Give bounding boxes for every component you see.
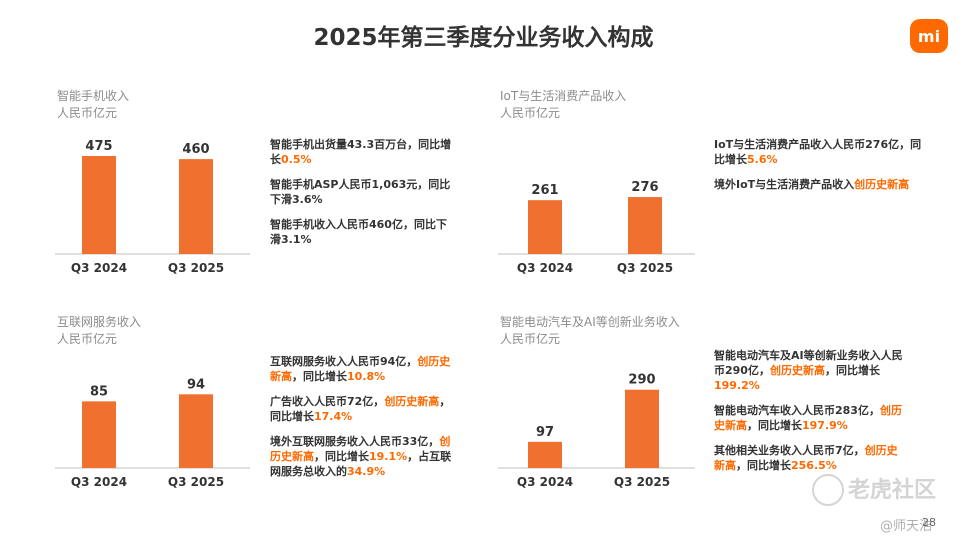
note-highlight: 创历史新高 <box>714 444 898 472</box>
note-text: ，同比增长 <box>270 395 451 423</box>
data-label: 460 <box>182 142 209 157</box>
note-item: 智能手机收入人民币460亿，同比下滑3.1% <box>270 217 455 247</box>
note-highlight: 创历史新高 <box>270 355 451 383</box>
note-item: 互联网服务收入人民币94亿，创历史新高，同比增长10.8% <box>270 354 455 384</box>
watermark-icon <box>812 474 844 506</box>
note-highlight: 创历史新高 <box>714 404 902 432</box>
note-text: ，同比增长 <box>747 419 802 432</box>
note-item: 其他相关业务收入人民币7亿，创历史新高，同比增长256.5% <box>714 443 904 473</box>
category-label: Q3 2024 <box>71 475 127 489</box>
bar <box>82 156 116 254</box>
data-label: 475 <box>85 139 112 154</box>
notes-iot: IoT与生活消费产品收入人民币276亿，同比增长5.6% 境外IoT与生活消费产品… <box>714 137 924 202</box>
category-label: Q3 2024 <box>71 261 127 275</box>
note-highlight: 197.9% <box>802 419 848 432</box>
data-label: 290 <box>628 373 655 388</box>
note-highlight: 256.5% <box>791 459 837 472</box>
panel-title-iot: IoT与生活消费产品收入 人民币亿元 <box>500 88 626 122</box>
panel-title-internet: 互联网服务收入 人民币亿元 <box>57 314 141 348</box>
note-item: 广告收入人民币72亿，创历史新高，同比增长17.4% <box>270 394 455 424</box>
page-title: 2025年第三季度分业务收入构成 <box>313 25 654 51</box>
note-highlight: 199.2% <box>714 379 760 392</box>
note-highlight: 5.6% <box>747 153 778 166</box>
data-label: 85 <box>90 384 108 399</box>
note-highlight: 创历史新高 <box>769 364 825 377</box>
panel-unit: 人民币亿元 <box>500 106 561 120</box>
note-highlight: 17.4% <box>314 410 353 423</box>
note-highlight: 10.8% <box>347 370 386 383</box>
watermark-text: 老虎社区 <box>848 478 937 503</box>
category-label: Q3 2025 <box>168 261 224 275</box>
bar <box>179 394 213 468</box>
note-highlight: 创历史新高 <box>384 395 440 408</box>
note-text: 境外IoT与生活消费产品收入 <box>714 178 855 191</box>
note-text: ，同比增长 <box>314 450 369 463</box>
category-label: Q3 2024 <box>517 261 573 275</box>
note-highlight: 创历史新高 <box>854 178 910 191</box>
note-item: 智能手机出货量43.3百万台，同比增长0.5% <box>270 137 455 167</box>
panel-title-line: IoT与生活消费产品收入 <box>500 89 627 103</box>
bar <box>625 389 659 468</box>
note-text: 智能手机收入人民币460亿，同比下滑3.1% <box>270 218 447 246</box>
data-label: 97 <box>536 425 554 440</box>
panel-title-line: 互联网服务收入 <box>57 315 142 329</box>
notes-internet: 互联网服务收入人民币94亿，创历史新高，同比增长10.8% 广告收入人民币72亿，… <box>270 354 455 489</box>
note-highlight: 0.5% <box>281 153 312 166</box>
note-item: 智能电动汽车及AI等创新业务收入人民币290亿，创历史新高，同比增长 199.2% <box>714 348 904 393</box>
page-number: 28 <box>922 516 936 529</box>
note-text: 其他相关业务收入人民币7亿， <box>714 444 865 457</box>
note-item: 智能电动汽车收入人民币283亿，创历史新高，同比增长197.9% <box>714 403 904 433</box>
data-label: 276 <box>631 180 658 195</box>
note-highlight: 19.1% <box>369 450 408 463</box>
bar <box>82 401 116 468</box>
category-label: Q3 2025 <box>617 261 673 275</box>
bar <box>528 200 562 254</box>
panel-unit: 人民币亿元 <box>57 106 118 120</box>
category-label: Q3 2024 <box>517 475 573 489</box>
note-text: 智能电动汽车及AI等创新业务收入人民币290亿， <box>714 349 903 377</box>
note-highlight: 创历史新高 <box>270 435 451 463</box>
note-text: ，同比增长 <box>292 370 347 383</box>
note-text: 境外互联网服务收入人民币33亿， <box>270 435 440 448</box>
note-text: 智能手机ASP人民币1,063元，同比下滑3.6% <box>270 178 451 206</box>
note-item: 境外IoT与生活消费产品收入创历史新高 <box>714 177 924 192</box>
panel-unit: 人民币亿元 <box>57 332 118 346</box>
bar <box>528 441 562 468</box>
note-text: IoT与生活消费产品收入人民币276亿，同比增长 <box>714 138 922 166</box>
note-text: 互联网服务收入人民币94亿， <box>270 355 418 368</box>
bar <box>628 197 662 254</box>
bar <box>179 159 213 254</box>
panel-title-line: 智能电动汽车及AI等创新业务收入 <box>500 315 680 329</box>
note-item: 智能手机ASP人民币1,063元，同比下滑3.6% <box>270 177 455 207</box>
data-label: 261 <box>531 183 558 198</box>
category-label: Q3 2025 <box>614 475 670 489</box>
watermark-author: @师天浩 <box>880 519 933 534</box>
note-text: 智能手机出货量43.3百万台，同比增长 <box>270 138 452 166</box>
panel-title-line: 智能手机收入 <box>57 89 130 103</box>
note-item: 境外互联网服务收入人民币33亿，创历史新高，同比增长19.1%，占互联网服务总收… <box>270 434 455 479</box>
note-text: ，同比增长 <box>736 459 791 472</box>
notes-smartphone: 智能手机出货量43.3百万台，同比增长0.5% 智能手机ASP人民币1,063元，… <box>270 137 455 257</box>
data-label: 94 <box>187 377 205 392</box>
category-label: Q3 2025 <box>168 475 224 489</box>
panel-unit: 人民币亿元 <box>500 332 561 346</box>
note-text: 智能电动汽车收入人民币283亿， <box>714 404 880 417</box>
panel-title-ev-ai: 智能电动汽车及AI等创新业务收入 人民币亿元 <box>500 314 680 348</box>
notes-ev-ai: 智能电动汽车及AI等创新业务收入人民币290亿，创历史新高，同比增长199.2%… <box>714 348 904 483</box>
note-item: IoT与生活消费产品收入人民币276亿，同比增长5.6% <box>714 137 924 167</box>
note-highlight: 34.9% <box>347 465 386 478</box>
note-text: ，同比增长 <box>824 364 880 377</box>
xiaomi-logo: mi <box>910 19 948 53</box>
note-text: ，占互联网服务总收入的 <box>270 450 452 478</box>
panel-title-smartphone: 智能手机收入 人民币亿元 <box>57 88 129 122</box>
note-text: 广告收入人民币72亿， <box>270 395 385 408</box>
